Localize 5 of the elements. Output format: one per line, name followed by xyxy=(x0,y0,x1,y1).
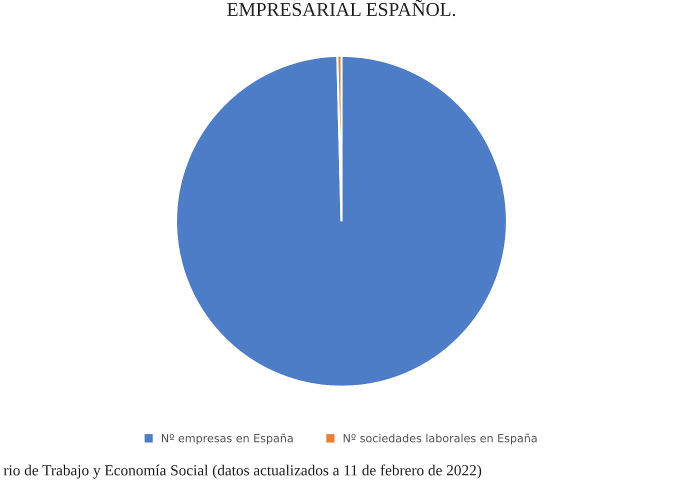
chart-title: EMPRESARIAL ESPAÑOL. xyxy=(227,0,456,16)
text: rio de Trabajo y Economía Social (datos actualizados a 11 de febrero de 2022) xyxy=(4,464,482,479)
legend-label: Nº sociedades laborales en España xyxy=(344,434,537,445)
legend-label: Nº empresas en España xyxy=(162,434,293,445)
pie-slice xyxy=(175,54,508,388)
